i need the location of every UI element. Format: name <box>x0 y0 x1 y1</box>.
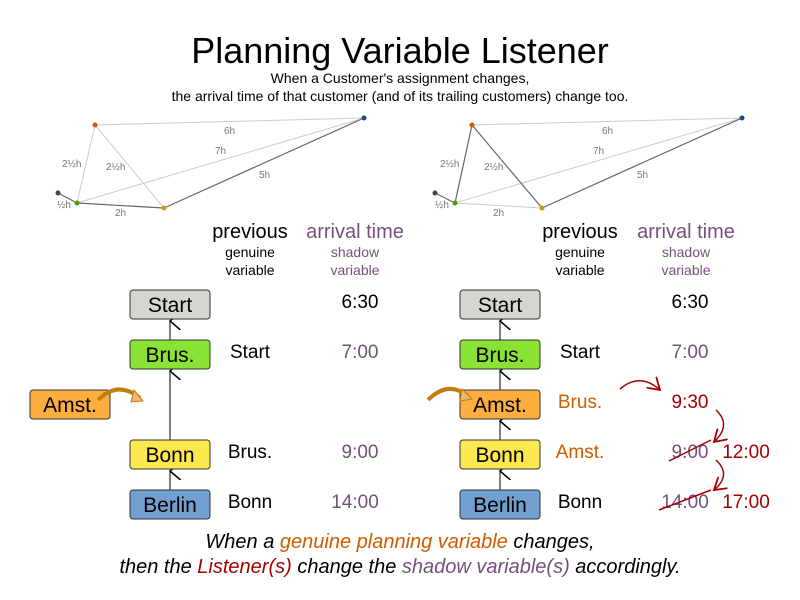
footer-l2a: then the <box>119 556 197 578</box>
node-amst: Amst. <box>43 394 97 417</box>
after-brus-prev: Start <box>560 342 601 363</box>
before-start-time: 6:30 <box>342 292 379 313</box>
headers-shadow-variable: variable <box>661 262 710 278</box>
footer-l2d: shadow variable(s) <box>402 556 570 578</box>
after-start-time: 6:30 <box>672 292 709 313</box>
footer-l2b: Listener(s) <box>197 556 291 578</box>
graph-before: 6h 7h 5h 2½h 2½h ½h 2h <box>55 115 367 219</box>
node-berlin: Berlin <box>473 494 527 517</box>
after-bonn-new: 12:00 <box>722 442 770 463</box>
edge-label: 7h <box>215 146 226 157</box>
node-brus: Brus. <box>145 344 194 367</box>
edge-label: 5h <box>259 170 270 181</box>
edge-label: 2h <box>115 208 126 219</box>
headers-shadow: shadow <box>331 244 380 260</box>
headers-arrival: arrival time <box>637 221 735 243</box>
after-berlin-old: 14:00 <box>661 492 709 513</box>
headers-variable: variable <box>555 262 604 278</box>
chain-after: Start Brus. Amst. Bonn Berlin Start Brus… <box>426 289 770 520</box>
after-brus-time: 7:00 <box>672 342 709 363</box>
before-berlin-time: 14:00 <box>331 492 379 513</box>
after-berlin-prev: Bonn <box>558 492 602 513</box>
subtitle-line-1: When a Customer's assignment changes, <box>271 70 530 86</box>
footer-line-2: then the Listener(s) change the shadow v… <box>119 556 680 578</box>
footer-l1b: genuine planning variable <box>280 531 508 553</box>
node-bonn: Bonn <box>475 444 524 467</box>
headers-genuine: genuine <box>225 244 275 260</box>
before-bonn-prev: Brus. <box>228 442 272 463</box>
footer-l2e: accordingly. <box>570 556 681 578</box>
edge-label: 2½h <box>106 162 125 173</box>
before-berlin-prev: Bonn <box>228 492 272 513</box>
after-bonn-old: 9:00 <box>672 442 709 463</box>
node-amst: Amst. <box>473 394 527 417</box>
before-brus-prev: Start <box>230 342 271 363</box>
chain-before: Start Brus. Amst. Bonn Berlin Start Brus… <box>29 289 379 520</box>
headers-genuine: genuine <box>555 244 605 260</box>
node-start: Start <box>478 294 523 317</box>
before-brus-time: 7:00 <box>342 342 379 363</box>
subtitle-line-2: the arrival time of that customer (and o… <box>172 88 629 104</box>
headers-shadow: shadow <box>662 244 711 260</box>
headers-variable: variable <box>225 262 274 278</box>
listener-arrow-icon <box>714 459 724 490</box>
headers-shadow-variable: variable <box>330 262 379 278</box>
strikethrough <box>658 489 712 511</box>
edge-label: 2h <box>493 208 504 219</box>
edge-label: 2½h <box>484 162 503 173</box>
before-bonn-time: 9:00 <box>342 442 379 463</box>
after-amst-time: 9:30 <box>672 392 709 413</box>
edge-label: 5h <box>637 170 648 181</box>
node-bonn: Bonn <box>145 444 194 467</box>
footer-l1c: changes, <box>508 531 595 553</box>
strikethrough <box>668 439 712 462</box>
headers-previous: previous <box>212 221 288 243</box>
edge-label: 2½h <box>440 159 459 170</box>
edge-label: 7h <box>593 146 604 157</box>
edge-label: ½h <box>435 200 449 211</box>
after-bonn-prev: Amst. <box>556 442 605 463</box>
edge-label: 6h <box>224 126 235 137</box>
listener-arrow-icon <box>714 409 724 442</box>
node-start: Start <box>148 294 193 317</box>
footer-l1a: When a <box>205 531 279 553</box>
after-berlin-new: 17:00 <box>722 492 770 513</box>
listener-arrow-icon <box>619 381 660 390</box>
headers-previous: previous <box>542 221 618 243</box>
edge-label: 2½h <box>62 159 81 170</box>
page-title: Planning Variable Listener <box>191 30 609 71</box>
graph-after: 6h 7h 5h 2½h 2½h ½h 2h <box>432 115 745 219</box>
footer-line-1: When a genuine planning variable changes… <box>205 531 594 553</box>
node-brus: Brus. <box>475 344 524 367</box>
after-amst-prev: Brus. <box>558 392 602 413</box>
node-berlin: Berlin <box>143 494 197 517</box>
footer-l2c: change the <box>292 556 402 578</box>
edge-label: 6h <box>602 126 613 137</box>
column-headers: previous genuine variable arrival time s… <box>212 221 735 278</box>
headers-arrival: arrival time <box>306 221 404 243</box>
edge-label: ½h <box>57 200 71 211</box>
